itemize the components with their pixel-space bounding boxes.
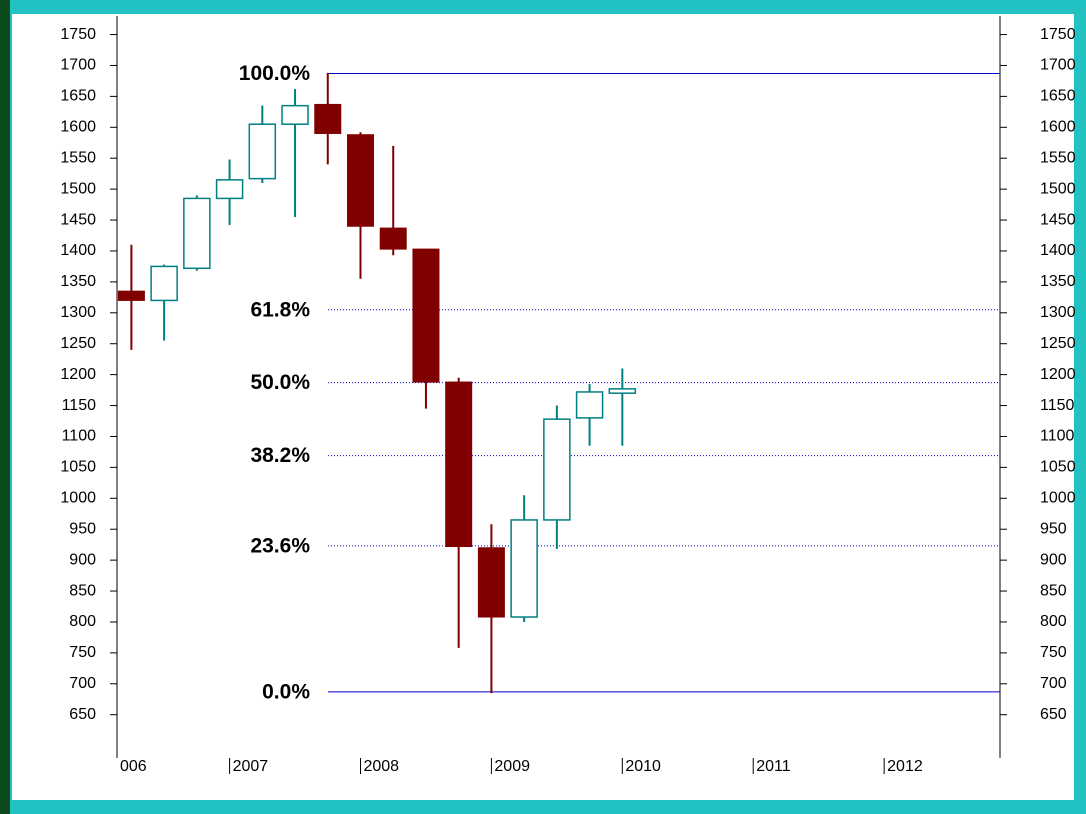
candle-body: [281, 104, 309, 125]
y-tick-label: 1650: [60, 88, 96, 105]
y-tick-label: 1450: [60, 211, 96, 228]
y-tick-label: 1000: [60, 490, 96, 507]
y2-tick-label: 850: [1040, 582, 1067, 599]
y2-tick-label: 1150: [1040, 397, 1075, 414]
y-tick-label: 1300: [60, 304, 96, 321]
level-label: 100.0%: [239, 62, 311, 85]
y2-tick-label: 1750: [1040, 26, 1076, 43]
y-tick-label: 1350: [60, 273, 96, 290]
x-tick-label: 2010: [625, 758, 661, 775]
side-strip: [0, 0, 10, 814]
y-tick-label: 1400: [60, 242, 96, 259]
y-tick-label: 1750: [60, 26, 96, 43]
y2-tick-label: 1650: [1040, 88, 1076, 105]
plot-background: [12, 14, 1074, 800]
y-tick-label: 800: [69, 613, 96, 630]
y2-tick-label: 1550: [1040, 149, 1076, 166]
level-label: 61.8%: [250, 298, 310, 321]
y-tick-label: 700: [69, 675, 96, 692]
y2-tick-label: 1250: [1040, 335, 1076, 352]
y2-tick-label: 1300: [1040, 304, 1076, 321]
y2-tick-label: 650: [1040, 706, 1067, 723]
y-tick-label: 650: [69, 706, 96, 723]
x-tick-label: 006: [120, 758, 147, 775]
y2-tick-label: 1200: [1040, 366, 1076, 383]
y2-tick-label: 1400: [1040, 242, 1076, 259]
y2-tick-label: 1050: [1040, 459, 1076, 476]
y-tick-label: 1550: [60, 149, 96, 166]
y2-tick-label: 700: [1040, 675, 1067, 692]
y-tick-label: 1050: [60, 459, 96, 476]
candle-body: [248, 123, 277, 180]
candle-body: [314, 103, 342, 134]
y-tick-label: 1100: [62, 428, 97, 445]
x-tick-label: 2011: [756, 758, 791, 775]
y-tick-label: 1600: [60, 119, 96, 136]
candle-body: [346, 134, 374, 227]
candle-body: [183, 197, 211, 270]
y2-tick-label: 1350: [1040, 273, 1076, 290]
y2-tick-label: 1450: [1040, 211, 1076, 228]
candle-body: [412, 248, 440, 383]
x-tick-label: 2009: [494, 758, 530, 775]
level-label: 0.0%: [262, 680, 310, 703]
candle-body: [575, 391, 604, 419]
y-tick-label: 1250: [60, 335, 96, 352]
plot: 650 700 750 800 850 900 950 1000 1050 1100 1150 120…: [60, 16, 1076, 775]
y-tick-label: 850: [69, 582, 96, 599]
y2-tick-label: 800: [1040, 613, 1067, 630]
y-tick-label: 1500: [60, 180, 96, 197]
y2-tick-label: 750: [1040, 644, 1067, 661]
y2-tick-label: 1600: [1040, 119, 1076, 136]
level-label: 38.2%: [250, 444, 310, 467]
y-tick-label: 950: [69, 520, 96, 537]
candle-body: [510, 519, 538, 618]
y2-tick-label: 950: [1040, 520, 1067, 537]
candle-body: [117, 290, 145, 301]
candle-body: [543, 418, 571, 521]
candle-body: [150, 265, 178, 302]
y2-tick-label: 1700: [1040, 57, 1076, 74]
y2-tick-label: 900: [1040, 551, 1067, 568]
y2-tick-label: 1000: [1040, 490, 1076, 507]
candle-body: [379, 227, 407, 250]
y-tick-label: 1150: [62, 397, 97, 414]
y-tick-label: 750: [69, 644, 96, 661]
y-tick-label: 1200: [60, 366, 96, 383]
candle-body: [445, 381, 473, 548]
y2-tick-label: 1500: [1040, 180, 1076, 197]
candle-body: [608, 388, 637, 394]
y-tick-label: 900: [69, 551, 96, 568]
y2-tick-label: 1100: [1040, 428, 1075, 445]
x-tick-label: 2007: [233, 758, 269, 775]
candle-body: [215, 179, 244, 200]
candle-body: [477, 547, 505, 618]
x-tick-label: 2008: [363, 758, 399, 775]
level-label: 50.0%: [250, 371, 310, 394]
y-tick-label: 1700: [60, 57, 96, 74]
level-label: 23.6%: [250, 534, 310, 557]
x-tick-label: 2012: [887, 758, 923, 775]
